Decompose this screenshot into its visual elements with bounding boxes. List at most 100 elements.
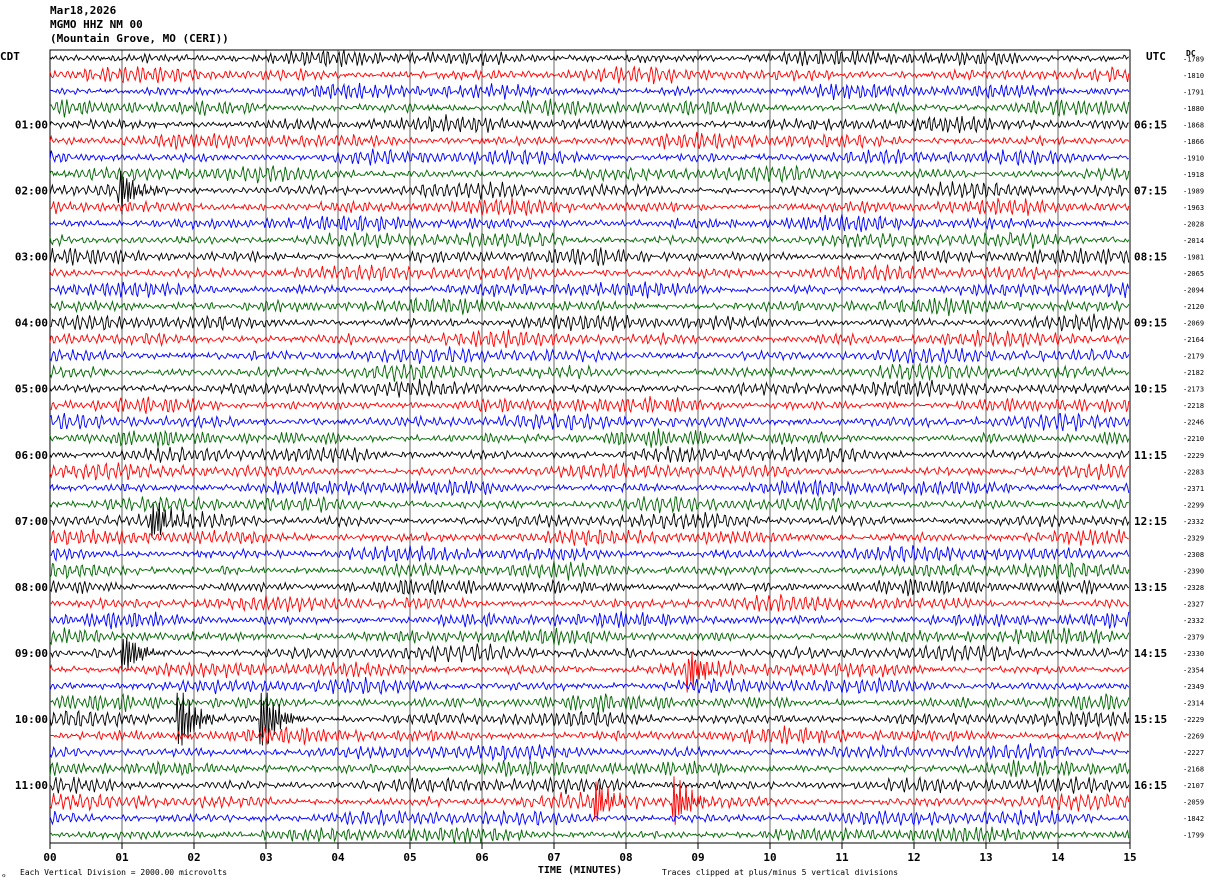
x-tick-label: 01 — [115, 851, 129, 864]
right-time-label: 10:15 — [1134, 383, 1167, 396]
trace-line — [49, 361, 1130, 382]
x-tick-label: 10 — [763, 851, 776, 864]
dc-offset-label: -2332 — [1183, 518, 1204, 526]
dc-offset-label: -2327 — [1183, 600, 1204, 608]
x-tick-label: 06 — [475, 851, 489, 864]
dc-label: DC — [1186, 49, 1196, 58]
dc-offset-label: -1918 — [1183, 171, 1204, 179]
trace-line — [49, 545, 1130, 563]
date-label: Mar18,2026 — [50, 4, 117, 17]
dc-offset-label: -2283 — [1183, 468, 1204, 476]
x-tick-label: 08 — [619, 851, 632, 864]
x-tick-label: 14 — [1051, 851, 1065, 864]
right-time-label: 13:15 — [1134, 581, 1167, 594]
trace-line — [49, 776, 1130, 825]
trace-line — [49, 578, 1130, 597]
x-tick-label: 11 — [835, 851, 849, 864]
left-time-label: 07:00 — [15, 515, 48, 528]
dc-offset-label: -2354 — [1183, 667, 1204, 675]
dc-offset-label: -2065 — [1183, 270, 1204, 278]
dc-offset-label: -2379 — [1183, 633, 1204, 641]
trace-line — [49, 170, 1130, 215]
dc-offset-label: -1799 — [1183, 832, 1204, 840]
trace-line — [49, 809, 1129, 827]
left-zone-label: CDT — [0, 50, 20, 63]
trace-line — [49, 478, 1130, 498]
trace-line — [49, 247, 1130, 266]
dc-offset-label: -2299 — [1183, 501, 1204, 509]
left-time-label: 09:00 — [15, 647, 48, 660]
dc-offset-label: -2229 — [1183, 452, 1204, 460]
dc-offset-label: -2210 — [1183, 435, 1204, 443]
dc-offset-label: -2164 — [1183, 336, 1204, 344]
dc-offset-label: -1810 — [1183, 72, 1204, 80]
dc-offset-label: -2330 — [1183, 650, 1204, 658]
dc-offset-label: -2168 — [1183, 766, 1204, 774]
trace-line — [49, 346, 1130, 365]
dc-offset-label: -1866 — [1183, 138, 1204, 146]
right-time-label: 07:15 — [1134, 184, 1167, 197]
right-time-label: 11:15 — [1134, 449, 1167, 462]
dc-offset-label: -1842 — [1183, 815, 1204, 823]
plot-frame — [49, 49, 1131, 844]
dc-offset-label: -1791 — [1183, 88, 1204, 96]
trace-line — [49, 627, 1130, 646]
dc-offset-label: -2349 — [1183, 683, 1204, 691]
dc-offset-label: -2218 — [1183, 402, 1204, 410]
x-tick-label: 12 — [907, 851, 920, 864]
x-tick-label: 02 — [187, 851, 200, 864]
trace-line — [49, 164, 1130, 184]
dc-offset-label: -2094 — [1183, 287, 1204, 295]
dc-offset-label: -2229 — [1183, 716, 1204, 724]
station-label: MGMO HHZ NM 00 — [50, 18, 143, 31]
dc-offset-label: -2107 — [1183, 782, 1204, 790]
left-time-label: 10:00 — [15, 713, 48, 726]
trace-line — [49, 296, 1130, 317]
right-time-label: 09:15 — [1134, 317, 1167, 330]
left-time-label: 08:00 — [15, 581, 48, 594]
trace-line — [49, 148, 1129, 166]
x-tick-label: 04 — [331, 851, 345, 864]
trace-line — [49, 378, 1130, 398]
x-tick-label: 07 — [547, 851, 560, 864]
trace-line — [49, 611, 1130, 630]
trace-line — [49, 446, 1130, 463]
trace-line — [50, 502, 1130, 538]
trace-line — [49, 561, 1130, 581]
trace-line — [49, 775, 1130, 795]
dc-offset-label: -2328 — [1183, 584, 1204, 592]
trace-line — [49, 495, 1129, 514]
right-time-label: 12:15 — [1134, 515, 1167, 528]
dc-offset-label: -2269 — [1183, 733, 1204, 741]
left-time-label: 01:00 — [15, 118, 48, 131]
dc-offset-label: -2314 — [1183, 700, 1204, 708]
trace-line — [49, 98, 1130, 118]
trace-line — [49, 281, 1130, 299]
trace-line — [49, 264, 1129, 282]
trace-line — [49, 313, 1130, 332]
dc-offset-label: -2120 — [1183, 303, 1204, 311]
scale-note: Each Vertical Division = 2000.00 microvo… — [20, 868, 228, 877]
right-time-label: 06:15 — [1134, 118, 1167, 131]
dc-offset-label: -2069 — [1183, 320, 1204, 328]
trace-line — [49, 412, 1130, 432]
right-time-label: 08:15 — [1134, 251, 1167, 264]
trace-line — [49, 651, 1130, 693]
dc-offset-label: -2059 — [1183, 799, 1204, 807]
trace-line — [49, 114, 1129, 134]
trace-line — [49, 743, 1130, 762]
x-tick-label: 03 — [259, 851, 272, 864]
right-time-label: 15:15 — [1134, 713, 1167, 726]
dc-offset-label: -2182 — [1183, 369, 1204, 377]
clip-note: Traces clipped at plus/minus 5 vertical … — [662, 868, 899, 877]
dc-offset-label: -2329 — [1183, 534, 1204, 542]
trace-line — [49, 329, 1129, 348]
x-tick-label: 05 — [403, 851, 416, 864]
right-zone-label: UTC — [1146, 50, 1166, 63]
trace-line — [49, 637, 1129, 671]
trace-line — [49, 528, 1129, 547]
trace-line — [49, 759, 1130, 778]
dc-offset-label: -2246 — [1183, 419, 1204, 427]
dc-offset-label: -1989 — [1183, 187, 1204, 195]
